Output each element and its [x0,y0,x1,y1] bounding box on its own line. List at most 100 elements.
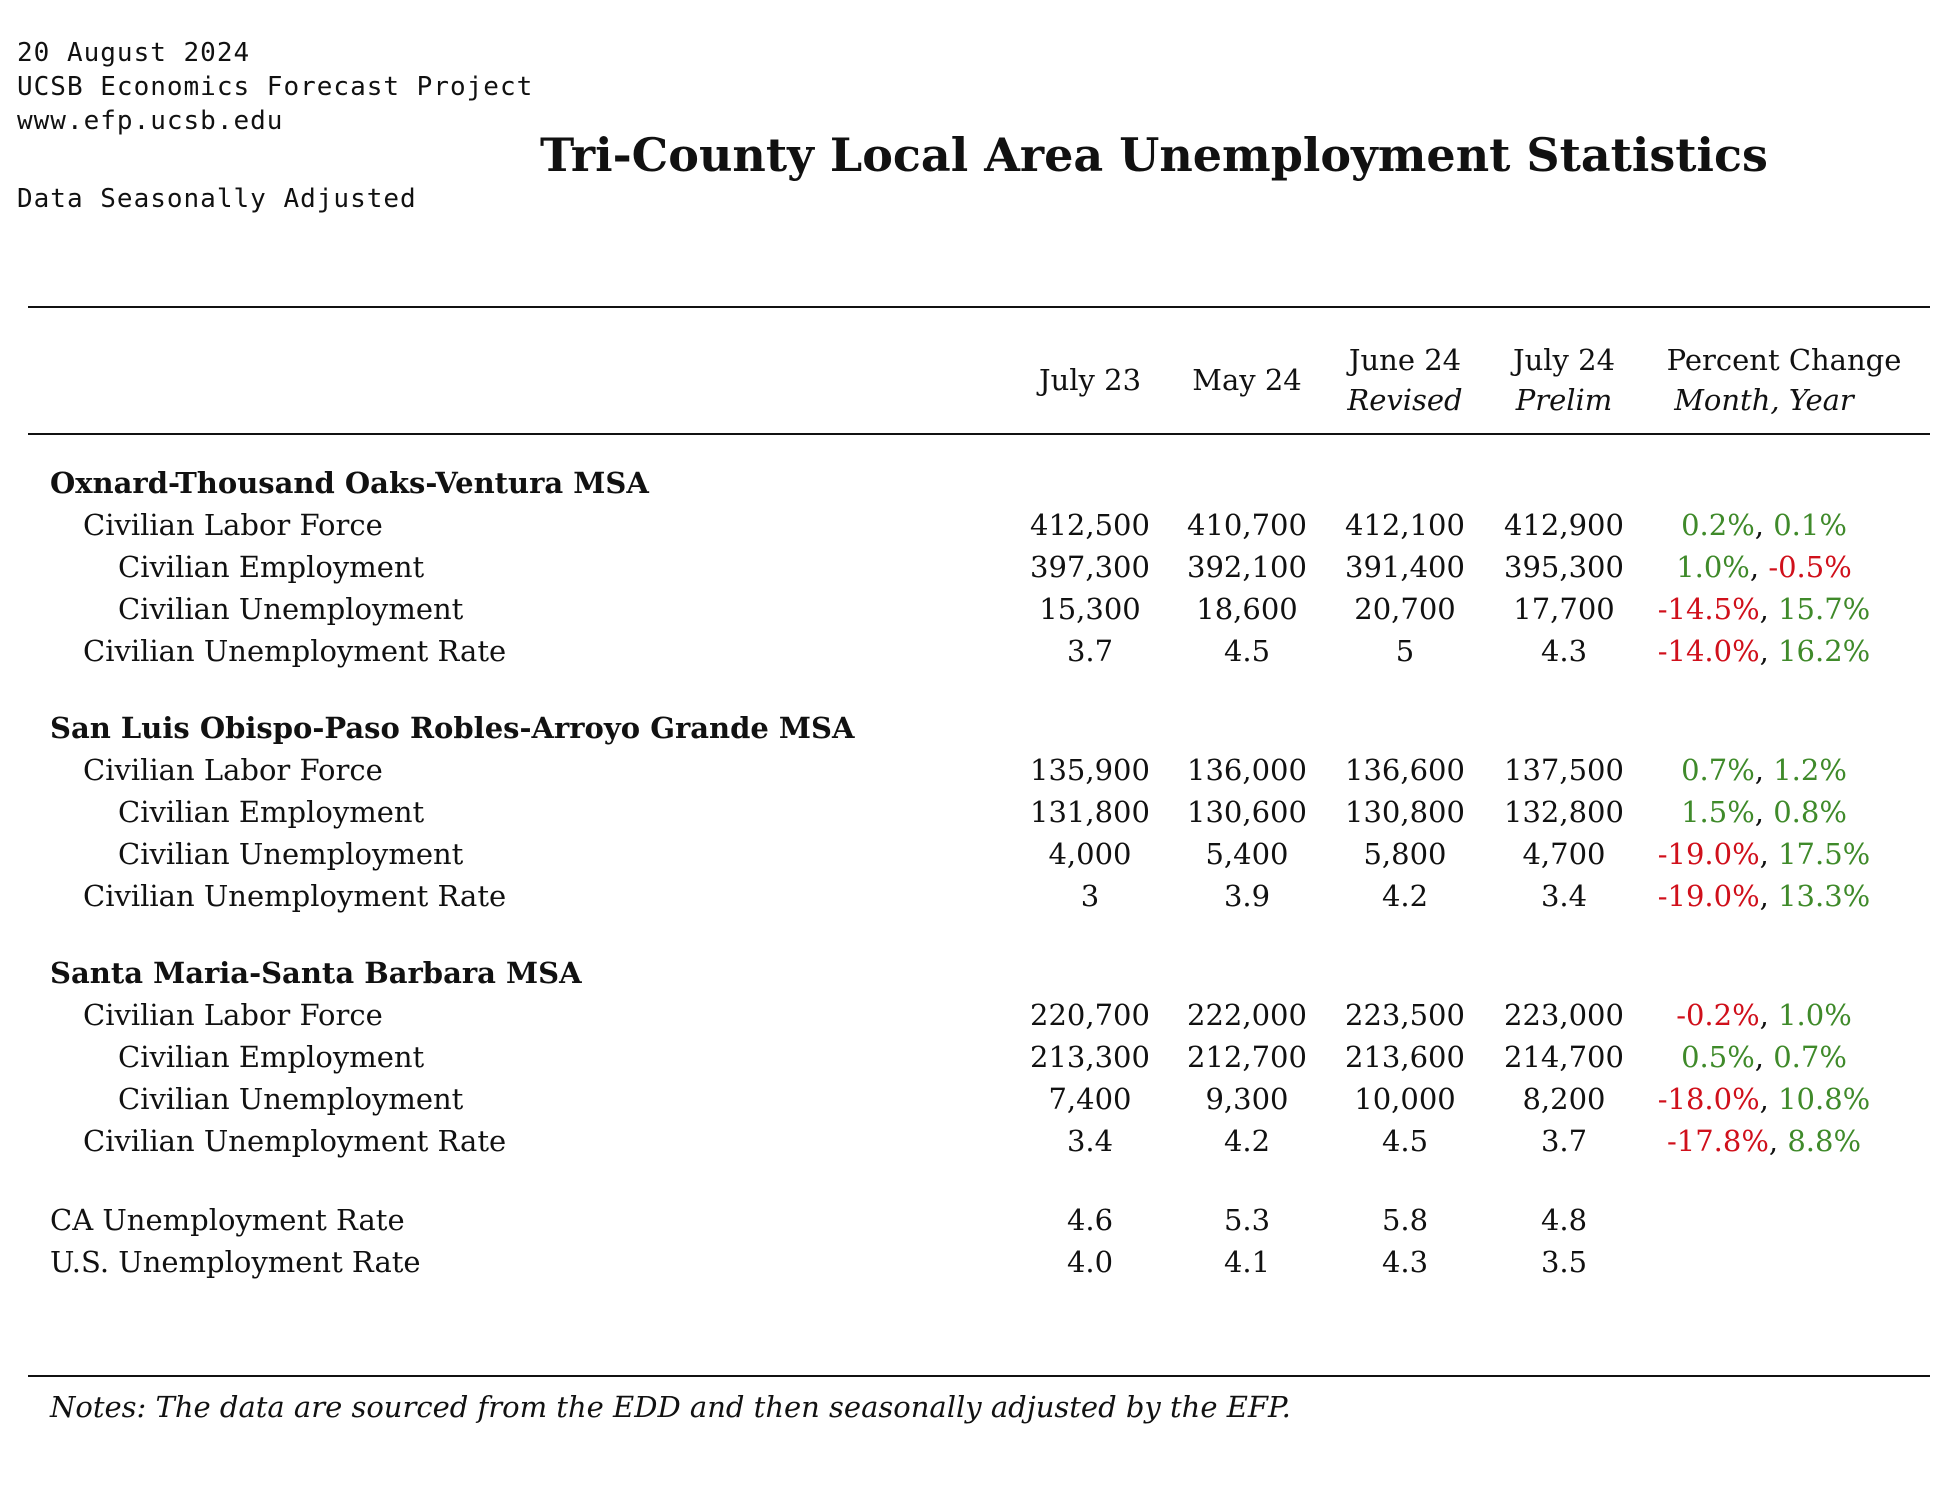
percent-change-value: 1.5% [1681,795,1755,829]
data-cell: 4.8 [1540,1203,1588,1237]
data-cell: 10,000 [1354,1082,1456,1116]
data-cell: 3.9 [1223,879,1271,913]
row-label: U.S. Unemployment Rate [50,1245,421,1279]
percent-change-cell: -17.8%, 8.8% [1644,1124,1884,1158]
separator: , [1759,1082,1779,1116]
separator: , [1754,508,1774,542]
top-rule [28,306,1930,308]
percent-change-value: -0.5% [1768,550,1852,584]
percent-change-cell: -19.0%, 13.3% [1644,879,1884,913]
data-cell: 222,000 [1187,998,1307,1032]
percent-change-cell: 0.2%, 0.1% [1644,508,1884,542]
percent-change-cell: -0.2%, 1.0% [1644,998,1884,1032]
percent-change-value: -14.5% [1657,592,1760,626]
data-cell: 4,000 [1048,837,1132,871]
percent-change-cell: -14.0%, 16.2% [1644,634,1884,668]
separator: , [1759,837,1779,871]
column-subheader: Prelim [1515,383,1613,417]
data-cell: 223,500 [1345,998,1465,1032]
header-rule [28,433,1930,435]
data-cell: 5.3 [1223,1203,1271,1237]
data-cell: 136,600 [1345,753,1465,787]
separator: , [1768,1124,1788,1158]
website-url: www.efp.ucsb.edu [17,106,284,136]
data-cell: 3.5 [1540,1245,1588,1279]
percent-change-value: -14.0% [1657,634,1760,668]
row-label: Civilian Unemployment [118,592,464,626]
data-cell: 18,600 [1196,592,1298,626]
percent-change-value: 1.0% [1778,998,1852,1032]
data-cell: 137,500 [1504,753,1624,787]
percent-change-value: 1.0% [1676,550,1750,584]
separator: , [1759,592,1779,626]
page-title: Tri-County Local Area Unemployment Stati… [540,128,1768,182]
section-title: San Luis Obispo-Paso Robles-Arroyo Grand… [50,711,855,745]
percent-change-value: 0.1% [1773,508,1847,542]
percent-change-cell: 0.7%, 1.2% [1644,753,1884,787]
data-cell: 4.5 [1223,634,1271,668]
row-label: Civilian Unemployment [118,1082,464,1116]
data-cell: 213,600 [1345,1040,1465,1074]
data-cell: 15,300 [1039,592,1141,626]
data-cell: 3.4 [1066,1124,1114,1158]
data-cell: 412,900 [1504,508,1624,542]
percent-change-value: -19.0% [1657,879,1760,913]
percent-change-value: 0.7% [1681,753,1755,787]
percent-change-value: -18.0% [1657,1082,1760,1116]
data-cell: 392,100 [1187,550,1307,584]
data-cell: 410,700 [1187,508,1307,542]
separator: , [1754,795,1774,829]
percent-change-value: -19.0% [1657,837,1760,871]
data-cell: 132,800 [1504,795,1624,829]
separator: , [1754,1040,1774,1074]
percent-change-value: 17.5% [1778,837,1871,871]
data-cell: 4.2 [1223,1124,1271,1158]
data-cell: 412,500 [1030,508,1150,542]
column-header: July 24 [1512,343,1616,377]
row-label: CA Unemployment Rate [50,1203,405,1237]
separator: , [1749,550,1769,584]
row-label: Civilian Labor Force [83,753,383,787]
data-cell: 214,700 [1504,1040,1624,1074]
section-title: Oxnard-Thousand Oaks-Ventura MSA [50,466,649,500]
percent-change-value: 0.2% [1681,508,1755,542]
organization-name: UCSB Economics Forecast Project [17,72,534,102]
data-cell: 3.7 [1066,634,1114,668]
percent-change-value: -17.8% [1666,1124,1769,1158]
data-cell: 3 [1080,879,1100,913]
separator: , [1754,753,1774,787]
percent-change-cell: -14.5%, 15.7% [1644,592,1884,626]
data-cell: 212,700 [1187,1040,1307,1074]
section-title: Santa Maria-Santa Barbara MSA [50,956,582,990]
data-cell: 8,200 [1522,1082,1606,1116]
column-header: July 23 [1038,363,1142,397]
data-cell: 17,700 [1513,592,1615,626]
data-cell: 4.0 [1066,1245,1114,1279]
report-date: 20 August 2024 [17,38,251,68]
percent-change-cell: 1.5%, 0.8% [1644,795,1884,829]
data-cell: 4.6 [1066,1203,1114,1237]
percent-change-value: 0.7% [1773,1040,1847,1074]
percent-change-value: 8.8% [1787,1124,1862,1158]
percent-change-value: 0.8% [1773,795,1847,829]
data-cell: 4.2 [1381,879,1429,913]
column-subheader: Revised [1347,383,1463,417]
percent-change-cell: -19.0%, 17.5% [1644,837,1884,871]
percent-change-value: 16.2% [1778,634,1871,668]
percent-change-cell: 0.5%, 0.7% [1644,1040,1884,1074]
data-cell: 136,000 [1187,753,1307,787]
data-cell: 3.7 [1540,1124,1588,1158]
percent-change-value: 1.2% [1773,753,1847,787]
data-cell: 412,100 [1345,508,1465,542]
row-label: Civilian Employment [118,795,425,829]
separator: , [1759,634,1779,668]
percent-change-cell: 1.0%, -0.5% [1644,550,1884,584]
data-cell: 4,700 [1522,837,1606,871]
row-label: Civilian Unemployment Rate [83,879,507,913]
row-label: Civilian Employment [118,550,425,584]
percent-change-value: 15.7% [1778,592,1871,626]
data-cell: 4.5 [1381,1124,1429,1158]
data-cell: 135,900 [1030,753,1150,787]
percent-change-cell: -18.0%, 10.8% [1644,1082,1884,1116]
percent-change-value: 0.5% [1681,1040,1755,1074]
